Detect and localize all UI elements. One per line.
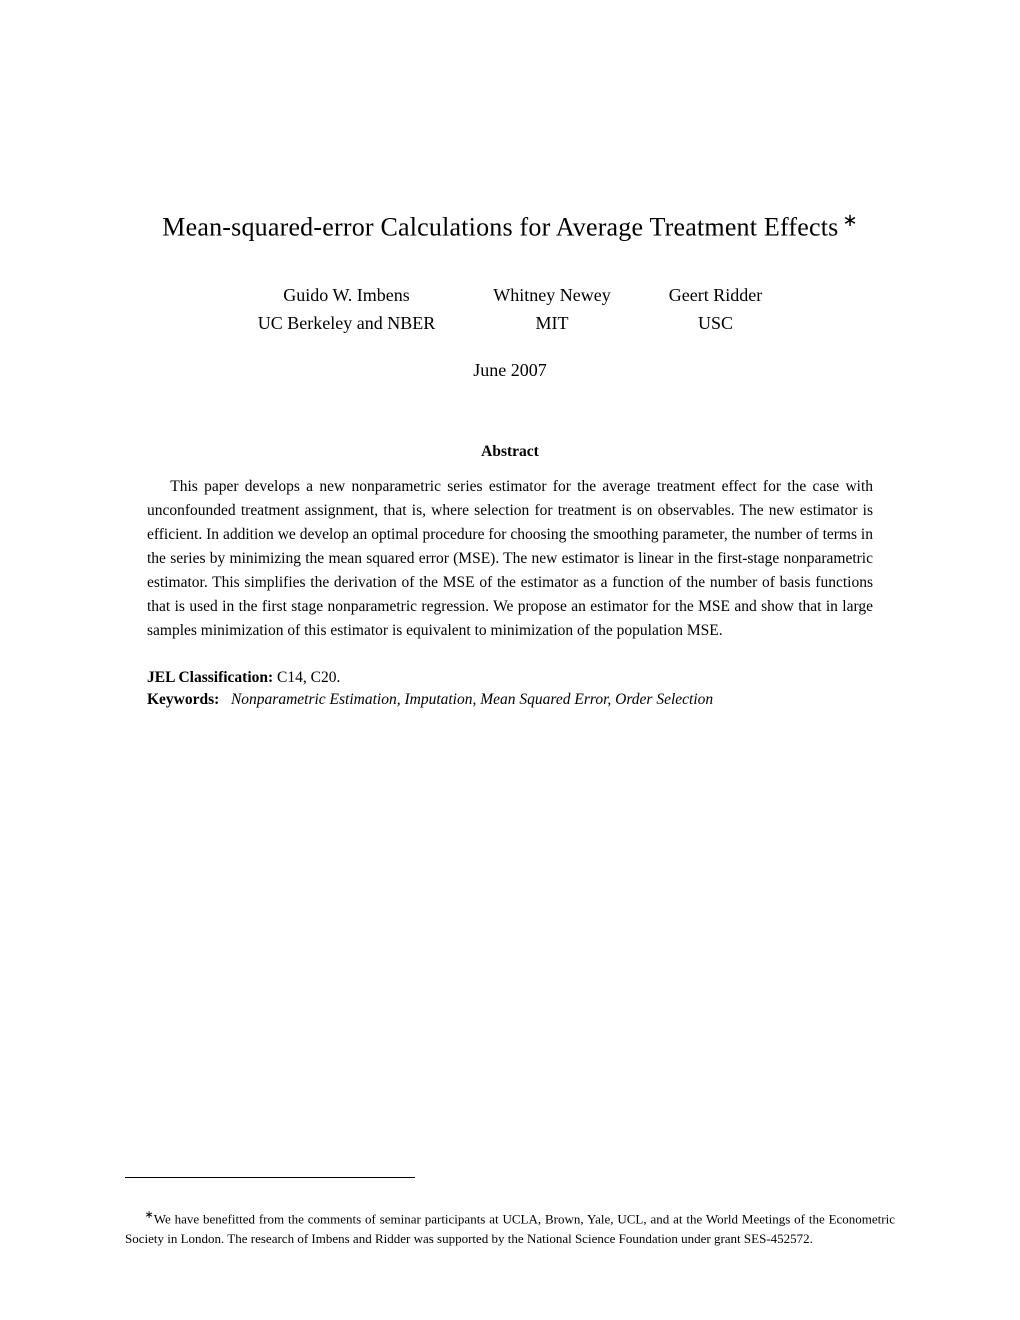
title-footnote-mark: ∗: [842, 210, 857, 230]
jel-value: C14, C20.: [277, 669, 340, 686]
author-block: Whitney Newey MIT: [493, 281, 610, 339]
author-block: Guido W. Imbens UC Berkeley and NBER: [258, 281, 435, 339]
footnote-rule: [125, 1177, 415, 1178]
author-name: Whitney Newey: [493, 281, 610, 310]
paper-title: Mean-squared-error Calculations for Aver…: [125, 210, 895, 243]
author-name: Guido W. Imbens: [258, 281, 435, 310]
paper-date: June 2007: [125, 360, 895, 381]
jel-classification: JEL Classification: C14, C20.: [147, 669, 873, 687]
keywords-label: Keywords:: [147, 691, 219, 708]
keywords: Keywords: Nonparametric Estimation, Impu…: [147, 691, 873, 709]
author-block: Geert Ridder USC: [669, 281, 762, 339]
author-name: Geert Ridder: [669, 281, 762, 310]
paper-page: Mean-squared-error Calculations for Aver…: [0, 0, 1020, 1320]
keywords-value: Nonparametric Estimation, Imputation, Me…: [231, 691, 713, 708]
jel-label: JEL Classification:: [147, 669, 273, 686]
footnote: ∗We have benefitted from the comments of…: [125, 1207, 895, 1248]
title-text: Mean-squared-error Calculations for Aver…: [162, 213, 838, 242]
abstract-heading: Abstract: [125, 443, 895, 461]
author-affiliation: MIT: [493, 309, 610, 338]
author-affiliation: UC Berkeley and NBER: [258, 309, 435, 338]
abstract-text: This paper develops a new nonparametric …: [147, 475, 873, 643]
footnote-mark: ∗: [145, 1209, 154, 1221]
author-affiliation: USC: [669, 309, 762, 338]
authors-row: Guido W. Imbens UC Berkeley and NBER Whi…: [125, 281, 895, 339]
footnote-text: We have benefitted from the comments of …: [125, 1211, 895, 1246]
